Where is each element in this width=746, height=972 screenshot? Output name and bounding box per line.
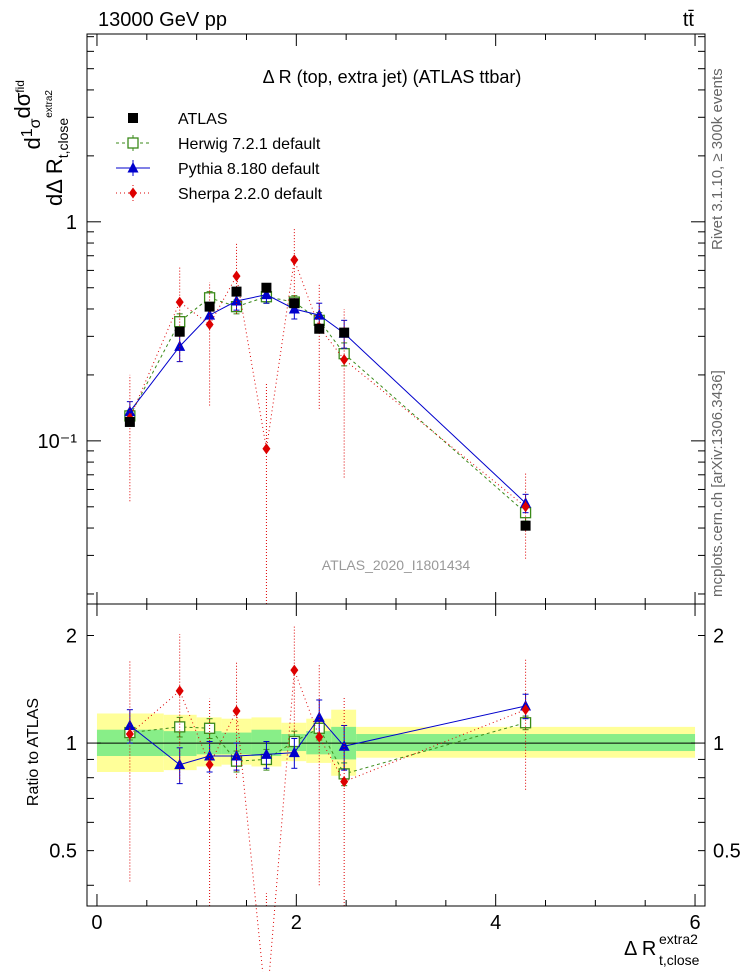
main-atlas-point — [174, 326, 185, 337]
ratio-y-tick-label: 0.5 — [49, 841, 77, 863]
legend-entry: Herwig 7.2.1 default — [116, 135, 321, 153]
main-atlas-point — [261, 282, 272, 293]
main-pythia-point — [313, 309, 325, 320]
ratio-sherpa-point — [205, 759, 214, 771]
ylabel-d: d — [20, 137, 45, 149]
main-atlas-point — [289, 298, 300, 309]
ylabel-sigma: σ — [27, 118, 44, 128]
main-sherpa-point — [521, 501, 530, 513]
legend: ATLAS Herwig 7.2.1 default Pythia 8.180 de… — [116, 111, 323, 203]
analysis-watermark: ATLAS_2020_I1801434 — [322, 557, 471, 573]
legend-label: Sherpa 2.2.0 default — [178, 186, 323, 203]
main-pythia-point — [260, 288, 272, 300]
ratio-y-tick-label: 1 — [66, 733, 77, 755]
main-sherpa-point — [205, 318, 214, 330]
main-atlas-point — [231, 286, 242, 297]
ratio-sherpa-point — [125, 728, 134, 740]
main-pythia-point — [174, 340, 186, 351]
ylabel-one: 1 — [19, 128, 36, 137]
main-pythia-point — [231, 294, 243, 306]
main-y-tick-label: 1 — [66, 212, 77, 234]
ratio-y-tick-label: 2 — [66, 625, 77, 647]
legend-marker — [127, 162, 139, 173]
ylabel-ddr: dΔ R — [42, 158, 67, 206]
ratio-pythia-point — [174, 758, 186, 770]
legend-marker — [127, 137, 139, 149]
chart-title: Δ R (top, extra jet) (ATLAS ttbar) — [263, 67, 522, 87]
ratio-pythia-point — [338, 740, 350, 751]
ratio-sherpa-point — [340, 776, 349, 788]
main-sherpa-line — [129, 259, 526, 508]
ratio-y-tick-label-right: 1 — [713, 733, 724, 755]
ratio-panel: 0.5 0.5 1 1 2 2 0 2 4 6 — [49, 603, 741, 972]
ylabel-fid: fid — [13, 80, 27, 93]
main-pythia-point — [204, 309, 216, 320]
mcplots-label: mcplots.cern.ch [arXiv:1306.3436] — [709, 370, 726, 597]
legend-entry: Pythia 8.180 default — [116, 160, 320, 178]
x-tick-label: 6 — [689, 912, 700, 934]
ratio-pythia-point — [288, 746, 300, 758]
xlabel-sub: t,close — [659, 952, 700, 968]
legend-marker — [129, 187, 137, 199]
xlabel-delta: Δ R — [624, 938, 656, 960]
ratio-sherpa-point — [521, 704, 530, 716]
legend-marker — [128, 113, 138, 123]
xlabel-sup: extra2 — [659, 931, 698, 947]
legend-label: Herwig 7.2.1 default — [178, 136, 321, 153]
svg-text:d1σdσfid: d1σdσfid — [10, 80, 45, 150]
ratio-sherpa-point — [232, 705, 241, 717]
svg-text:dΔ Rt,closeextra2: dΔ Rt,closeextra2 — [42, 90, 71, 206]
main-atlas-point — [204, 301, 215, 312]
main-sherpa-point — [232, 270, 241, 282]
ylabel-sub: t,close — [55, 118, 71, 159]
legend-entry: ATLAS — [128, 111, 228, 128]
ratio-y-tick-label-right: 2 — [713, 625, 724, 647]
x-tick-label: 0 — [91, 912, 102, 934]
x-tick-label: 2 — [291, 912, 302, 934]
ratio-sherpa-point — [315, 731, 324, 743]
main-sherpa-point — [340, 354, 349, 366]
ratio-y-tick-label-right: 0.5 — [713, 841, 741, 863]
legend-label: Pythia 8.180 default — [178, 161, 320, 178]
ratio-pythia-point — [231, 750, 243, 761]
process-label: tt̄ — [683, 9, 695, 31]
main-pythia-point — [288, 302, 300, 314]
ratio-pythia-point — [260, 748, 272, 759]
main-y-tick-label: 10⁻¹ — [38, 431, 78, 453]
legend-entry: Sherpa 2.2.0 default — [116, 185, 323, 203]
main-y-axis-label: d1σdσfid dΔ Rt,closeextra2 — [10, 80, 71, 206]
ratio-sherpa-point — [290, 664, 299, 676]
ylabel-dsigma: dσ — [10, 92, 35, 118]
ylabel-sup: extra2 — [44, 90, 55, 118]
ratio-sherpa-line — [129, 669, 526, 972]
svg-text:Δ R: Δ R — [624, 938, 656, 960]
legend-label: ATLAS — [178, 111, 228, 128]
main-sherpa-point — [175, 296, 184, 308]
rivet-label: Rivet 3.1.10, ≥ 300k events — [709, 68, 726, 250]
ratio-band-green — [356, 734, 696, 752]
main-atlas-point — [124, 416, 135, 427]
main-atlas-point — [339, 327, 350, 338]
main-sherpa-point — [262, 443, 271, 455]
ratio-y-axis-label: Ratio to ATLAS — [25, 698, 42, 806]
ratio-sherpa-point — [175, 685, 184, 697]
x-axis-label: Δ R extra2 t,close — [624, 931, 700, 968]
main-sherpa-point — [290, 254, 299, 266]
main-atlas-point — [520, 520, 531, 531]
main-atlas-point — [314, 323, 325, 334]
x-tick-label: 4 — [490, 912, 501, 934]
energy-label: 13000 GeV pp — [98, 9, 227, 31]
